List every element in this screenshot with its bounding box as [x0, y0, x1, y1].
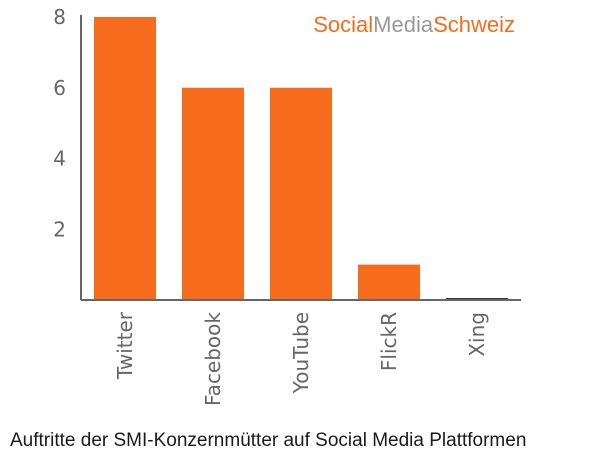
y-tick-label-2: 2: [53, 217, 66, 241]
x-tick-label-youtube: YouTube: [289, 312, 313, 394]
brand-part-social: Social: [313, 12, 373, 37]
y-tick-label-8: 8: [53, 5, 66, 29]
y-tick-label-6: 6: [53, 76, 66, 100]
bar-flickr: [358, 264, 420, 300]
chart-caption: Auftritte der SMI-Konzernmütter auf Soci…: [10, 430, 527, 451]
y-tick-label-4: 4: [53, 147, 66, 171]
brand-logo: SocialMediaSchweiz: [313, 12, 515, 37]
bar-facebook: [182, 87, 244, 300]
bar-twitter: [94, 17, 156, 300]
x-tick-labels: Twitter Facebook YouTube FlickR Xing: [113, 311, 489, 406]
bars-group: [94, 17, 508, 300]
bar-youtube: [270, 87, 332, 300]
x-tick-label-twitter: Twitter: [113, 311, 137, 380]
x-tick-label-flickr: FlickR: [377, 312, 401, 371]
x-tick-label-xing: Xing: [465, 312, 489, 357]
y-tick-labels: 2 4 6 8: [53, 5, 66, 241]
brand-part-media: Media: [373, 12, 434, 37]
x-tick-label-facebook: Facebook: [201, 312, 225, 406]
brand-part-schweiz: Schweiz: [433, 12, 515, 37]
